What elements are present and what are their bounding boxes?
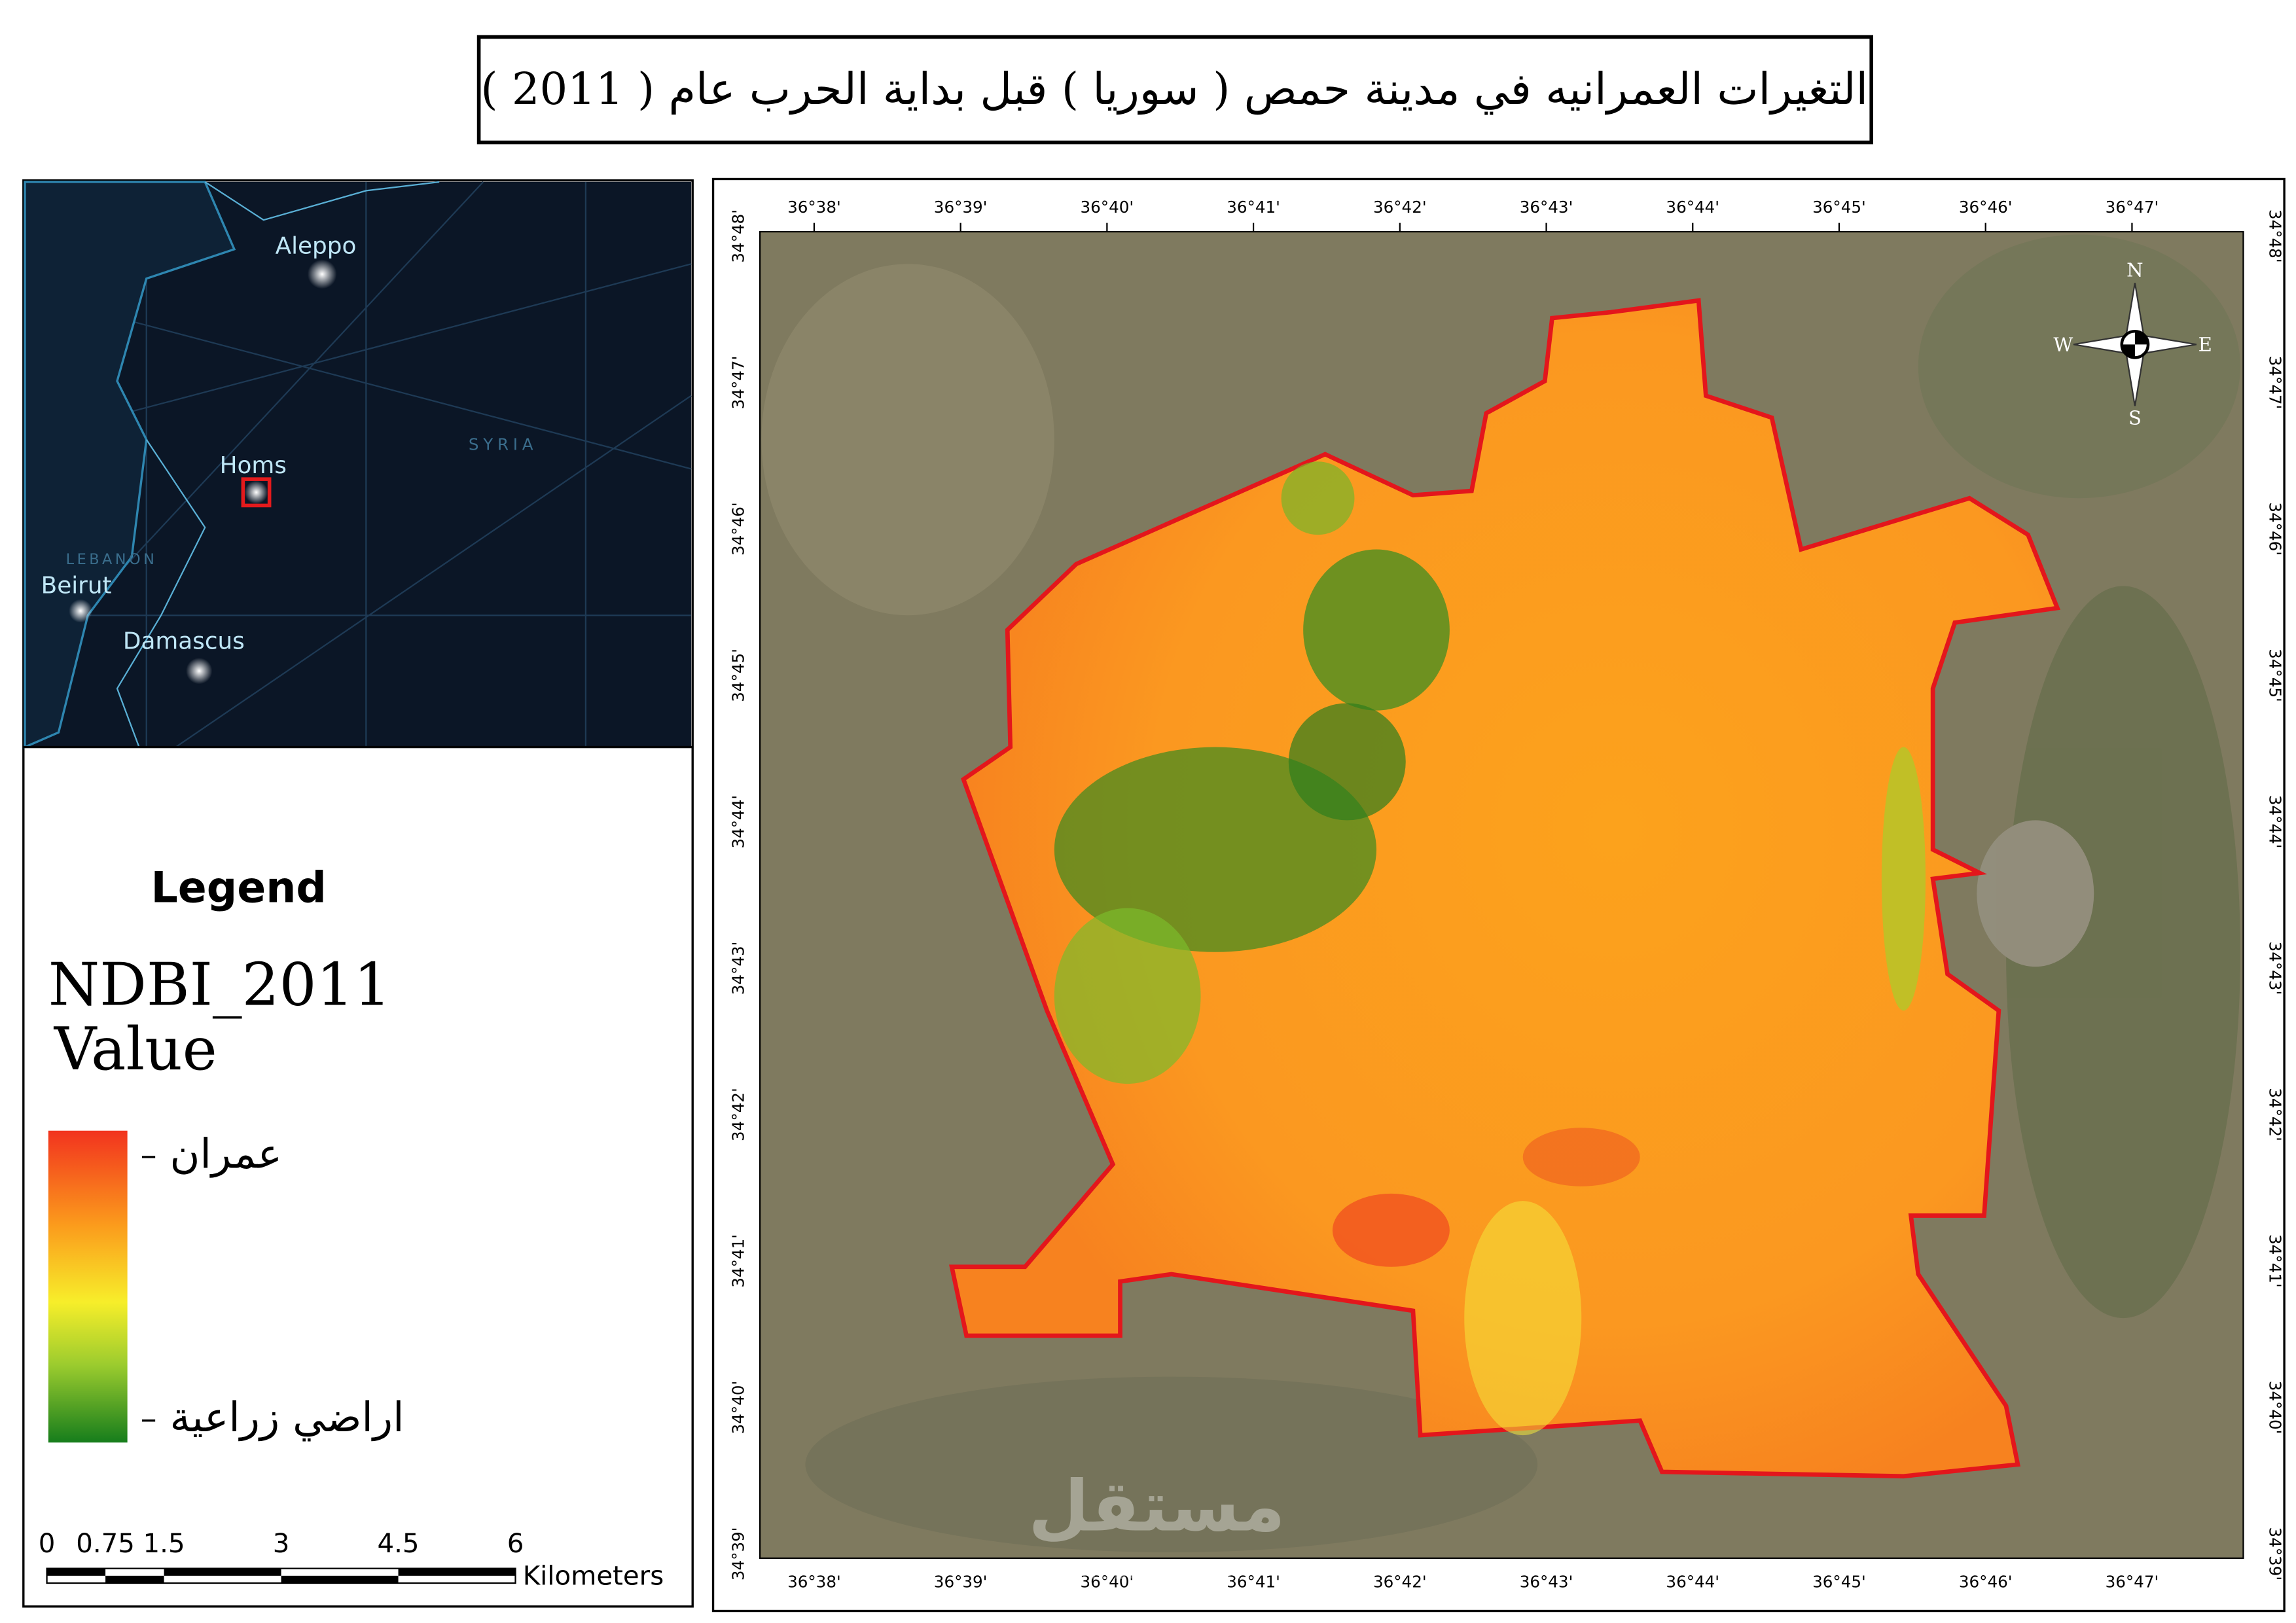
lon-label: 36°43' <box>1520 198 1573 217</box>
legend-ramp <box>48 1130 128 1443</box>
city-dot <box>69 599 92 623</box>
legend-field: Value <box>54 1016 217 1084</box>
lon-label: 36°42' <box>1373 1573 1427 1592</box>
inset-label: Beirut <box>41 573 112 599</box>
lat-label: 34°39' <box>729 1527 748 1580</box>
inset-label: Damascus <box>123 628 245 655</box>
scale-segment <box>46 1568 106 1576</box>
inset-label: LEBANON <box>66 551 158 568</box>
city-dot <box>244 480 268 505</box>
lon-label: 36°39' <box>934 1573 988 1592</box>
scale-segment <box>105 1575 164 1584</box>
scale-segment <box>398 1568 516 1576</box>
terrain <box>761 234 2240 1553</box>
lon-label: 36°44' <box>1666 1573 1719 1592</box>
legend-layer: NDBI_2011 <box>48 951 391 1019</box>
scale-label: 6 <box>507 1529 524 1559</box>
compass-w: W <box>2053 334 2073 356</box>
legend-heading: Legend <box>151 863 326 912</box>
lon-label: 36°47' <box>2106 198 2159 217</box>
watermark-url: mostaql.com <box>1071 1555 1242 1585</box>
city-dot <box>307 259 337 289</box>
scale-label: 0 <box>39 1529 56 1559</box>
lon-label: 36°42' <box>1373 198 1427 217</box>
lat-label: 34°45' <box>729 649 748 702</box>
lon-label: 36°44' <box>1666 198 1719 217</box>
lon-label: 36°46' <box>1959 198 2013 217</box>
lat-label: 34°47' <box>2266 356 2285 410</box>
lon-label: 36°45' <box>1812 1573 1866 1592</box>
lon-label: 36°38' <box>787 198 841 217</box>
lat-label: 34°42' <box>2266 1088 2285 1141</box>
lon-label: 36°41' <box>1227 1573 1280 1592</box>
lat-label: 34°41' <box>729 1234 748 1288</box>
legend-low: اراضي زراعية <box>170 1393 404 1442</box>
lon-label: 36°45' <box>1812 198 1866 217</box>
city-dot <box>186 658 213 685</box>
inset-grid <box>24 181 692 748</box>
inset-label: SYRIA <box>469 435 537 454</box>
vegetation <box>1054 461 1926 1436</box>
lon-label: 36°41' <box>1227 198 1280 217</box>
lat-label: 34°45' <box>2266 649 2285 702</box>
inset-label: Homs <box>220 452 287 479</box>
scale-label: 1.5 <box>143 1529 185 1559</box>
lat-label: 34°44' <box>2266 795 2285 849</box>
lon-label: 36°47' <box>2106 1573 2159 1592</box>
scale-label: 4.5 <box>378 1529 420 1559</box>
compass-s: S <box>2128 406 2142 429</box>
lat-label: 34°40' <box>2266 1381 2285 1435</box>
lat-label: 34°40' <box>729 1381 748 1435</box>
compass-e: E <box>2198 334 2212 356</box>
lat-label: 34°48' <box>2266 209 2285 263</box>
legend-high: عمران <box>170 1130 283 1178</box>
lat-label: 34°43' <box>729 942 748 995</box>
north-arrow: N S E W <box>2053 259 2212 429</box>
scale-segment <box>281 1575 399 1584</box>
scale-label: 0.75 <box>76 1529 135 1559</box>
inset-label: Aleppo <box>276 233 357 260</box>
scale-segment <box>164 1568 281 1576</box>
compass-n: N <box>2126 259 2143 281</box>
lon-label: 36°38' <box>787 1573 841 1592</box>
city-ndbi <box>949 298 2061 1479</box>
lat-label: 34°42' <box>729 1088 748 1141</box>
lon-label: 36°43' <box>1520 1573 1573 1592</box>
lat-label: 34°39' <box>2266 1527 2285 1580</box>
watermark: مستقل mostaql.com <box>1028 1465 1285 1585</box>
lon-label: 36°46' <box>1959 1573 2013 1592</box>
inset-labels: Aleppo Homs SYRIA LEBANON Beirut Damascu… <box>41 233 537 655</box>
watermark-ar: مستقل <box>1028 1465 1285 1547</box>
borders <box>116 181 440 747</box>
scale-label: 3 <box>273 1529 290 1559</box>
homs-marker <box>241 477 272 508</box>
lat-label: 34°46' <box>2266 502 2285 556</box>
title: التغيرات العمرانيه في مدينة حمص ( سوريا … <box>480 63 1868 115</box>
lat-label: 34°41' <box>2266 1234 2285 1288</box>
scale-unit: Kilometers <box>523 1561 664 1591</box>
lon-label: 36°40' <box>1081 1573 1134 1592</box>
title-box <box>476 35 1873 145</box>
lat-label: 34°43' <box>2266 942 2285 995</box>
lon-label: 36°40' <box>1081 198 1134 217</box>
lat-label: 34°44' <box>729 795 748 849</box>
lat-label: 34°46' <box>729 502 748 556</box>
lat-label: 34°48' <box>729 209 748 263</box>
lat-label: 34°47' <box>729 356 748 410</box>
graticule: 36°38' 36°38' 36°39' 36°39' 36°40' 36°40' 36°4… <box>729 198 2285 1592</box>
lon-label: 36°39' <box>934 198 988 217</box>
